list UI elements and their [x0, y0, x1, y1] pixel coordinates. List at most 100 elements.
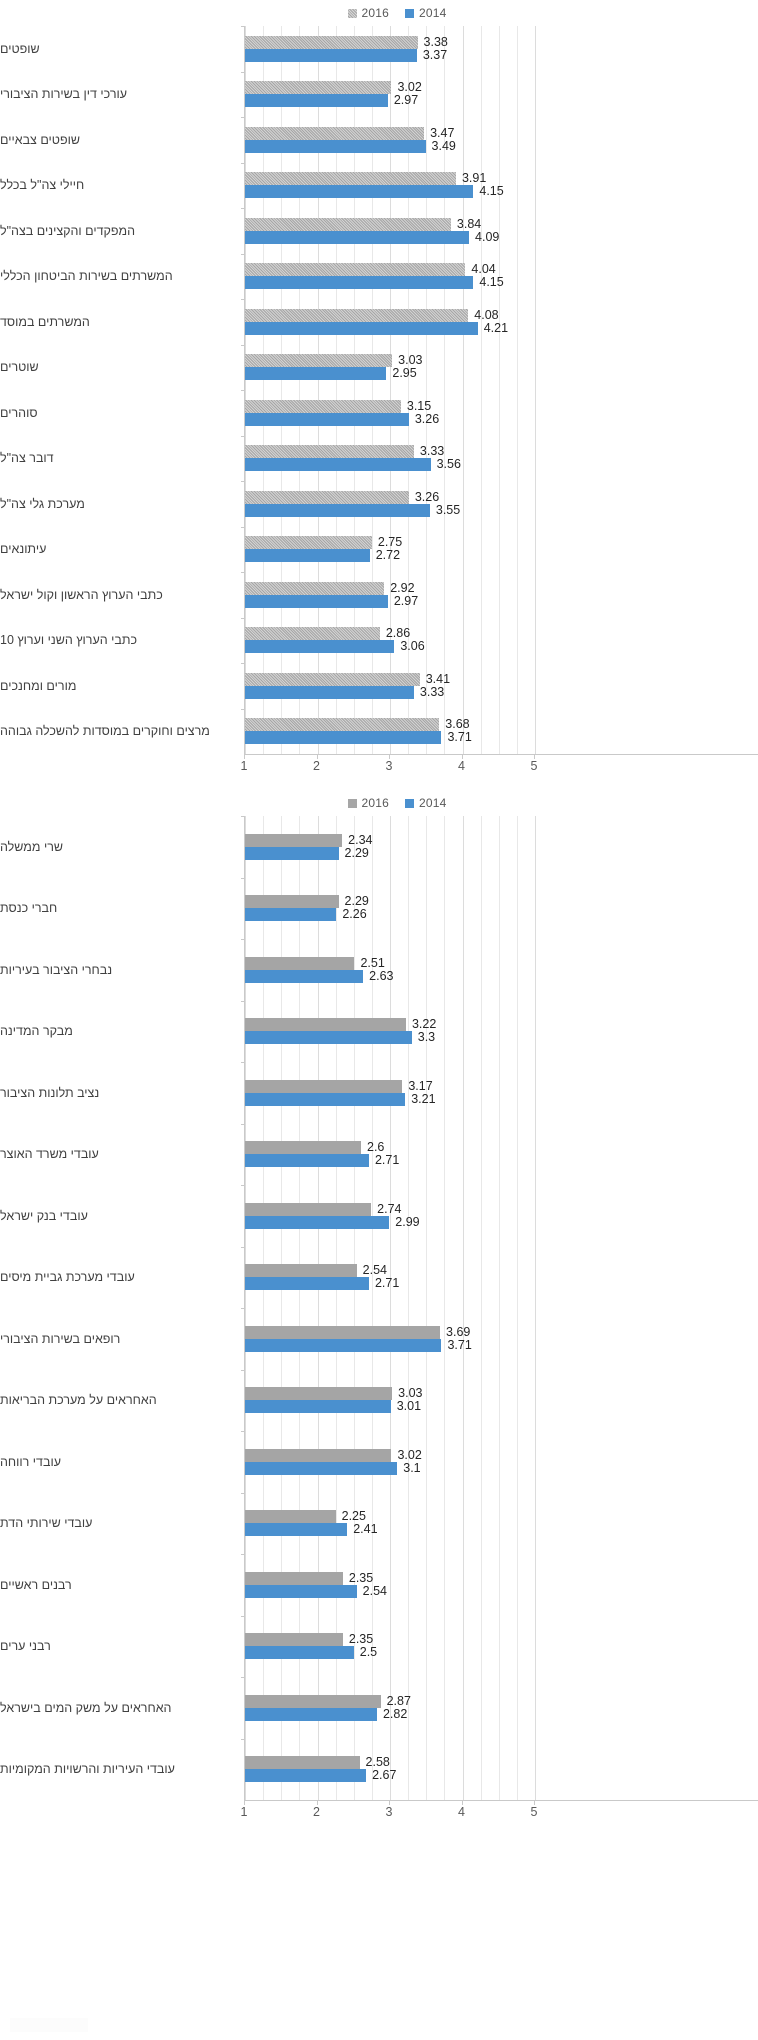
bar-value-label: 2.54	[362, 1583, 387, 1598]
bar-2014[interactable]	[245, 594, 388, 608]
bar-2016[interactable]	[245, 1018, 406, 1032]
bar-2014[interactable]	[245, 48, 417, 62]
bar-2016[interactable]	[245, 445, 414, 459]
x-axis: 1 2 3 4 5	[0, 1800, 758, 1822]
bar-2016[interactable]	[245, 1633, 343, 1647]
bar-2016[interactable]	[245, 1141, 361, 1155]
bar-2016[interactable]	[245, 81, 392, 95]
bar-2016[interactable]	[245, 627, 380, 641]
bar-2014[interactable]	[245, 685, 414, 699]
bar-2014[interactable]	[245, 1461, 398, 1475]
category-label: עובדי שירותי הדת	[0, 1516, 93, 1531]
bar-2014[interactable]	[245, 94, 388, 108]
bar-2014[interactable]	[245, 412, 409, 426]
chart-rows: שרי ממשלה 2.34 2.29 חברי כנסת 2.29 2.26 נבחרי …	[0, 816, 758, 1800]
bar-2014[interactable]	[245, 1769, 367, 1783]
bar-2014[interactable]	[245, 367, 387, 381]
chart-category-row: עובדי העיריות והרשויות המקומיות 2.58 2.67	[0, 1738, 758, 1800]
bar-2016[interactable]	[245, 1387, 393, 1401]
bar-2016[interactable]	[245, 126, 425, 140]
bar-2016[interactable]	[245, 1264, 357, 1278]
bar-2014[interactable]	[245, 1646, 354, 1660]
category-label: מבקר המדינה	[0, 1024, 73, 1039]
legend-entry-2014[interactable]: 2014	[405, 6, 447, 20]
bar-value-label: 2.82	[382, 1706, 408, 1721]
legend-entry-2014[interactable]: 2014	[405, 796, 447, 810]
bar-2014[interactable]	[245, 139, 426, 153]
category-label: חיילי צה"ל בכלל	[0, 178, 85, 193]
bar-pair: 2.92 2.97	[245, 572, 758, 618]
bar-2016[interactable]	[245, 672, 420, 686]
bar-2014[interactable]	[245, 640, 395, 654]
bar-2014[interactable]	[245, 1031, 412, 1045]
bars-cell: 2.54 2.71	[241, 1246, 758, 1309]
bar-2014[interactable]	[245, 1523, 348, 1537]
bar-2014[interactable]	[245, 1707, 377, 1721]
bar-value-label: 2.58	[365, 1755, 390, 1770]
bar-value-label: 3.33	[419, 444, 445, 459]
bar-pair: 2.54 2.71	[245, 1247, 758, 1309]
bar-2016[interactable]	[245, 399, 401, 413]
bar-2016[interactable]	[245, 1694, 381, 1708]
bar-2016[interactable]	[245, 308, 469, 322]
legend-swatch-2016	[347, 8, 357, 18]
bar-2014[interactable]	[245, 276, 474, 290]
bar-2016[interactable]	[245, 581, 385, 595]
bar-2016[interactable]	[245, 490, 409, 504]
bar-2014[interactable]	[245, 1154, 369, 1168]
bar-2016[interactable]	[245, 1756, 360, 1770]
legend-entry-2016[interactable]: 2016	[347, 796, 390, 810]
bar-2016[interactable]	[245, 1079, 403, 1093]
bar-2014[interactable]	[245, 230, 470, 244]
bar-2014[interactable]	[245, 185, 474, 199]
bar-2014[interactable]	[245, 549, 370, 563]
bar-2014[interactable]	[245, 908, 337, 922]
bar-2014[interactable]	[245, 969, 364, 983]
bar-2014[interactable]	[245, 1277, 369, 1291]
bar-2016[interactable]	[245, 895, 339, 909]
chart-category-row: רבני ערים 2.35 2.5	[0, 1615, 758, 1677]
bar-2016[interactable]	[245, 263, 466, 277]
bar-2016[interactable]	[245, 1325, 441, 1339]
bar-2014[interactable]	[245, 1584, 357, 1598]
bar-2014[interactable]	[245, 846, 339, 860]
chart-category-row: עובדי משרד האוצר 2.6 2.71	[0, 1123, 758, 1185]
bar-2016[interactable]	[245, 833, 343, 847]
bar-2016[interactable]	[245, 1510, 336, 1524]
bar-value-label: 3.15	[406, 398, 432, 413]
bar-2014[interactable]	[245, 731, 442, 745]
bars-cell: 2.58 2.67	[241, 1738, 758, 1800]
legend-entry-2016[interactable]: 2016	[347, 6, 390, 20]
bar-2016[interactable]	[245, 1448, 392, 1462]
bar-2016[interactable]	[245, 172, 456, 186]
bar-2016[interactable]	[245, 35, 418, 49]
bar-2014[interactable]	[245, 1215, 390, 1229]
bar-pair: 3.38 3.37	[245, 26, 758, 72]
bar-2014[interactable]	[245, 1092, 406, 1106]
bar-2016[interactable]	[245, 718, 440, 732]
bar-2016[interactable]	[245, 1202, 372, 1216]
bar-2016[interactable]	[245, 956, 355, 970]
category-label: עובדי משרד האוצר	[0, 1147, 99, 1162]
bar-2016[interactable]	[245, 217, 451, 231]
bar-2014[interactable]	[245, 503, 430, 517]
bar-2014[interactable]	[245, 458, 431, 472]
bar-2014[interactable]	[245, 321, 478, 335]
bars-cell: 2.74 2.99	[241, 1185, 758, 1247]
bar-value-label: 3.33	[419, 684, 445, 699]
bar-2016[interactable]	[245, 536, 372, 550]
bar-2014[interactable]	[245, 1400, 391, 1414]
bars-cell: 3.26 3.55	[241, 481, 758, 527]
bar-2016[interactable]	[245, 1571, 343, 1585]
axis-tick	[461, 755, 463, 759]
bar-value-label: 3.26	[414, 489, 440, 504]
bar-value-label: 3.03	[398, 353, 423, 368]
chart-category-row: עובדי בנק ישראל 2.74 2.99	[0, 1185, 758, 1247]
category-label: דובר צה"ל	[0, 451, 54, 466]
x-axis: 1 2 3 4 5	[0, 754, 758, 776]
bar-2014[interactable]	[245, 1338, 442, 1352]
chart-category-row: עובדי מערכת גביית מיסים 2.54 2.71	[0, 1246, 758, 1309]
bars-cell: 3.02 3.1	[241, 1431, 758, 1493]
bars-cell: 3.41 3.33	[241, 663, 758, 709]
bar-2016[interactable]	[245, 354, 393, 368]
